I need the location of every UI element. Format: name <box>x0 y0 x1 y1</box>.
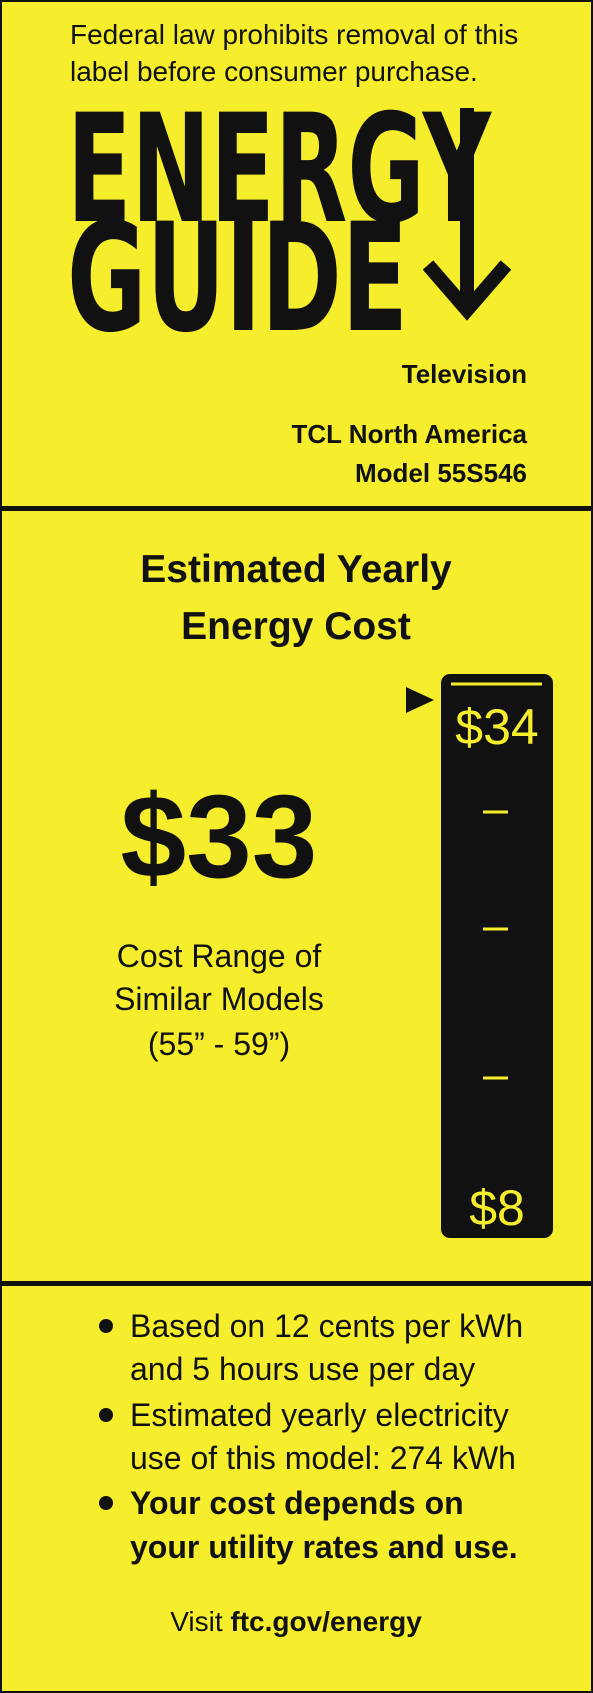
note-line: your utility rates and use. <box>130 1529 518 1565</box>
range-label: Similar Models <box>114 981 324 1017</box>
title-arrow <box>422 108 512 321</box>
note-line: Based on 12 cents per kWh <box>130 1308 523 1344</box>
cost-amount: $33 <box>121 771 318 903</box>
notice: Federal law prohibits removal of this <box>70 19 518 50</box>
cost-scale <box>441 674 553 1238</box>
title: GUIDE <box>67 192 408 366</box>
manufacturer: TCL North America <box>292 419 528 449</box>
model: Model 55S546 <box>355 458 527 488</box>
title: ENERGY <box>67 83 492 257</box>
divider <box>0 1281 593 1286</box>
cost-heading: Energy Cost <box>181 605 411 648</box>
range-label: (55” - 59”) <box>148 1026 290 1062</box>
note-line: Your cost depends on <box>130 1485 464 1521</box>
note-line: Estimated yearly electricity <box>130 1397 509 1433</box>
footer: Visit ftc.gov/energy <box>170 1606 422 1637</box>
notice: label before consumer purchase. <box>70 56 478 87</box>
footer-link: ftc.gov/energy <box>230 1606 422 1637</box>
footer-prefix: Visit <box>170 1606 223 1637</box>
range-label: Cost Range of <box>117 938 322 974</box>
note-line: and 5 hours use per day <box>130 1351 475 1387</box>
range-low: $8 <box>469 1180 525 1236</box>
range-high: $34 <box>455 699 538 755</box>
product: Television <box>402 359 527 389</box>
scale-ticks <box>483 810 508 1080</box>
note-line: use of this model: 274 kWh <box>130 1440 516 1476</box>
notes: Based on 12 cents per kWh and 5 hours us… <box>99 1308 523 1565</box>
divider <box>0 506 593 511</box>
cost-marker <box>406 687 434 713</box>
cost-heading: Estimated Yearly <box>140 548 452 591</box>
